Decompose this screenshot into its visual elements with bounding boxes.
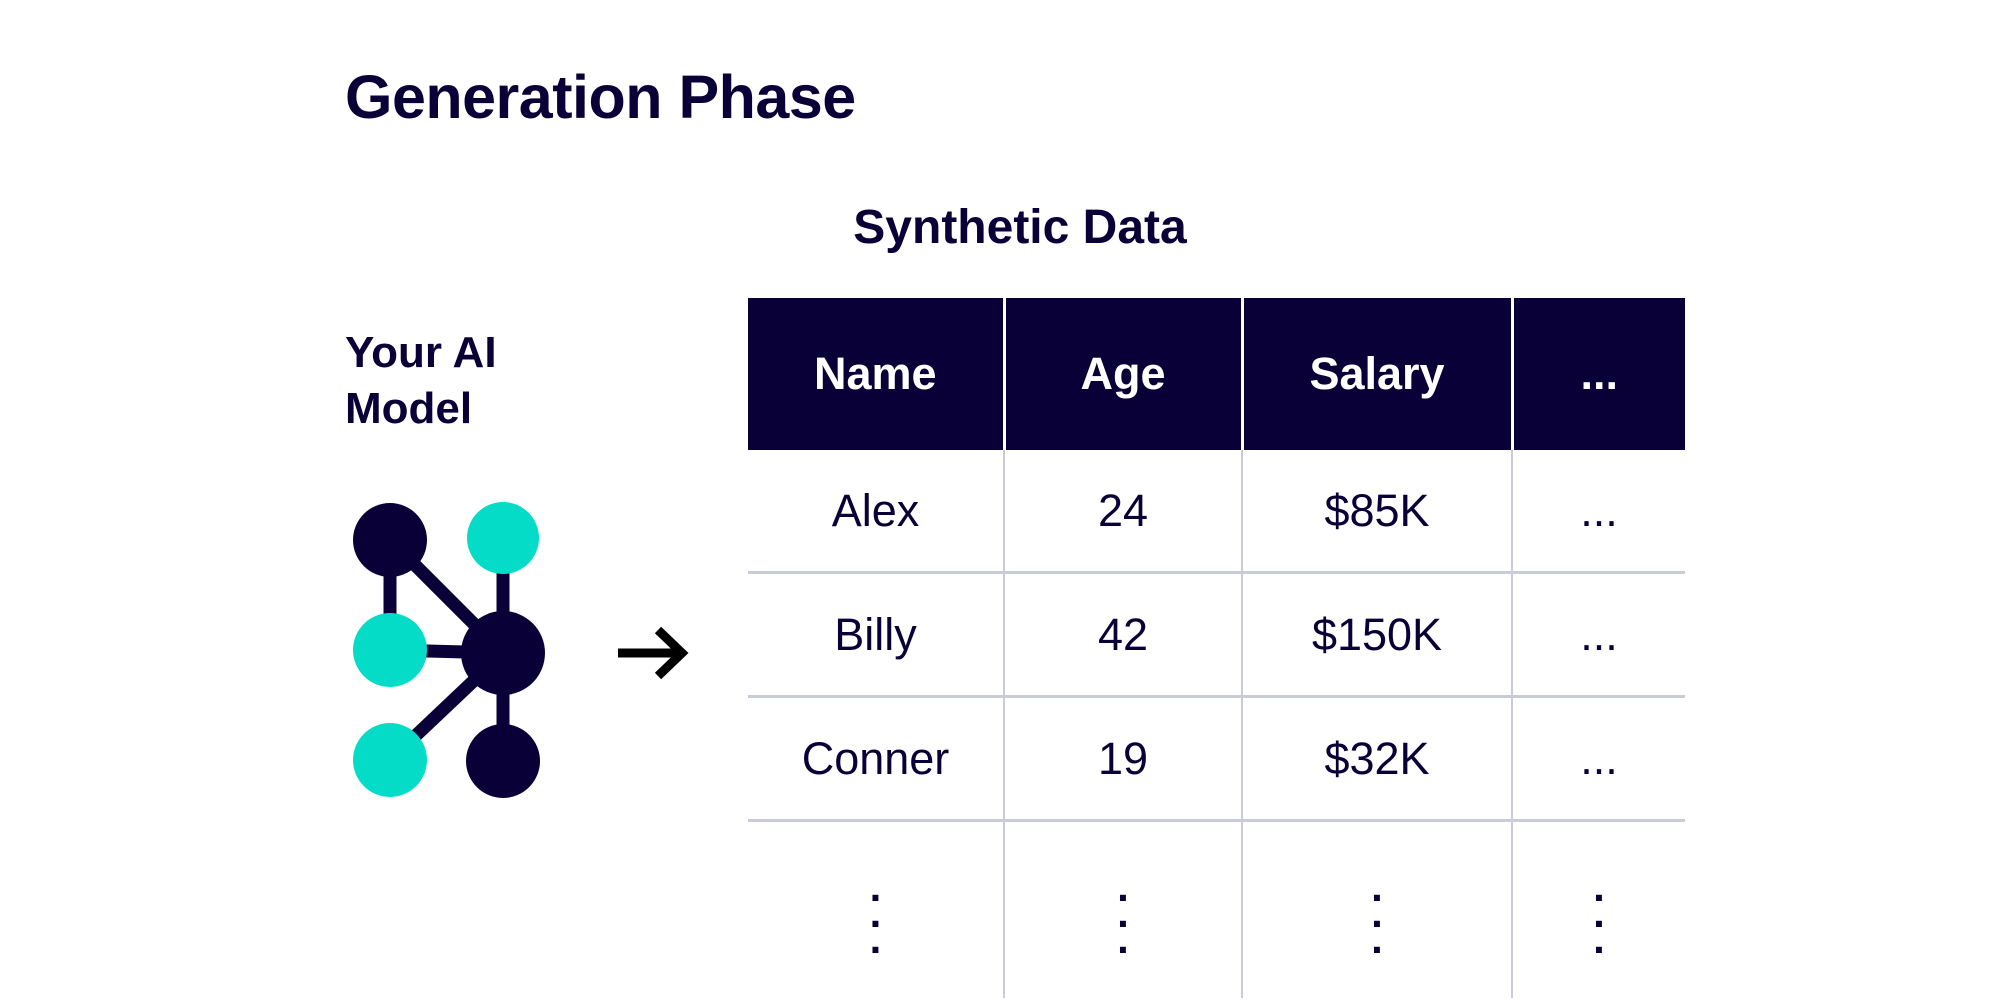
cell-more: ... (1512, 572, 1685, 698)
table-continuation-row: . . . . . . . . . . (748, 820, 1685, 998)
cell-more: ... (1512, 696, 1685, 822)
cell-vertical-ellipsis-more: . . . (1512, 820, 1685, 998)
column-header-age[interactable]: Age (1004, 298, 1244, 450)
table-header: Name Age Salary ... (748, 298, 1685, 450)
table-row: Conner 19 $32K ... (748, 696, 1685, 822)
model-label: Your AI Model (345, 325, 605, 438)
cell-salary: $85K (1242, 450, 1513, 574)
vdot: . (1371, 862, 1383, 910)
synthetic-data-table: Name Age Salary ... Alex 24 $85K ... Bil… (748, 298, 1685, 998)
node-middle-right (461, 611, 545, 695)
vdot: . (1593, 915, 1605, 963)
node-bottom-right (466, 724, 540, 798)
table-row: Alex 24 $85K ... (748, 450, 1685, 574)
column-header-name[interactable]: Name (748, 298, 1006, 450)
cell-vertical-ellipsis-age: . . . (1004, 820, 1243, 998)
network-nodes (353, 502, 545, 798)
cell-salary: $150K (1242, 572, 1513, 698)
synthetic-data-caption: Synthetic Data (853, 201, 1187, 254)
table-body: Alex 24 $85K ... Billy 42 $150K ... Conn… (748, 450, 1685, 998)
cell-age: 19 (1004, 696, 1243, 822)
column-header-salary[interactable]: Salary (1242, 298, 1514, 450)
column-header-more[interactable]: ... (1512, 298, 1685, 450)
node-middle-left (353, 613, 427, 687)
table-row: Billy 42 $150K ... (748, 572, 1685, 698)
vdot: . (1117, 915, 1129, 963)
vdot: . (1371, 888, 1383, 936)
cell-age: 42 (1004, 572, 1243, 698)
synthetic-data-table-wrapper: Name Age Salary ... Alex 24 $85K ... Bil… (748, 298, 1685, 998)
model-label-line-2: Model (345, 384, 473, 434)
cell-more: ... (1512, 450, 1685, 574)
cell-name: Billy (748, 572, 1005, 698)
cell-name: Conner (748, 696, 1005, 822)
vdot: . (1593, 862, 1605, 910)
table-header-row: Name Age Salary ... (748, 298, 1685, 450)
vdot: . (1117, 862, 1129, 910)
node-top-left (353, 503, 427, 577)
vdot: . (869, 862, 882, 910)
vdot: . (1117, 888, 1129, 936)
cell-vertical-ellipsis-name: . . . (748, 820, 1005, 998)
cell-salary: $32K (1242, 696, 1513, 822)
cell-name: Alex (748, 450, 1005, 574)
cell-age: 24 (1004, 450, 1243, 574)
ai-model-network-graphic (330, 480, 590, 820)
vdot: . (869, 888, 882, 936)
node-bottom-left (353, 723, 427, 797)
arrow-right-icon (608, 608, 698, 698)
cell-vertical-ellipsis-salary: . . . (1242, 820, 1513, 998)
vdot: . (1371, 915, 1383, 963)
vdot: . (1593, 888, 1605, 936)
model-label-line-1: Your AI (345, 328, 497, 377)
node-top-right (467, 502, 539, 574)
vdot: . (869, 915, 882, 963)
page-title: Generation Phase (345, 63, 856, 131)
